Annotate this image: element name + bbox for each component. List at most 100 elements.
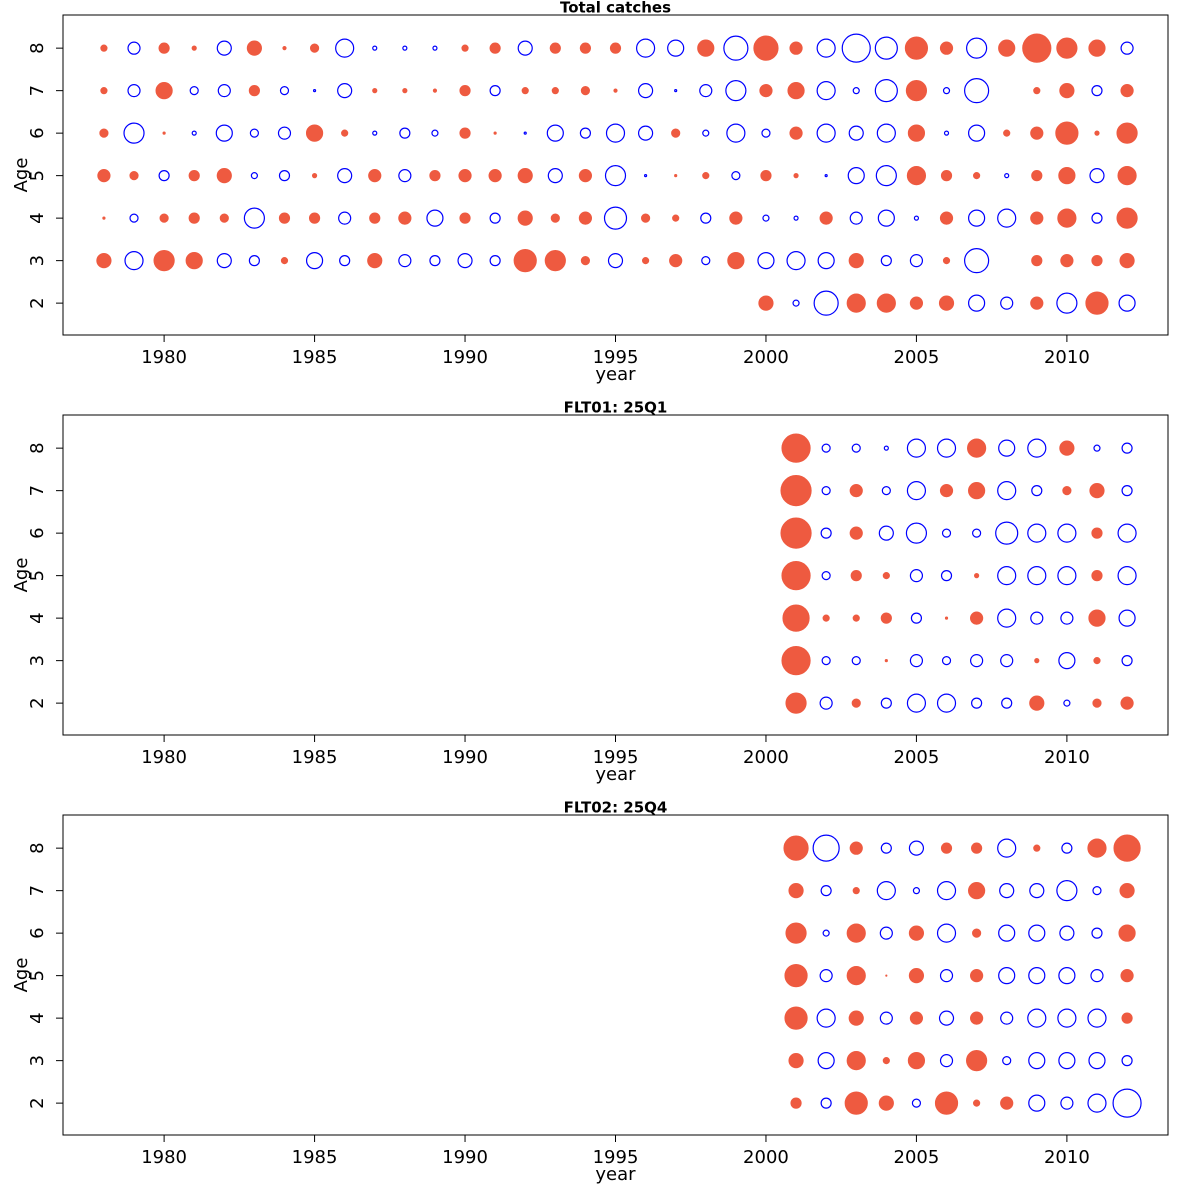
bubble (674, 174, 678, 178)
x-tick-label: 2005 (894, 347, 940, 368)
bubble (874, 36, 898, 60)
x-tick-label: 2010 (1044, 347, 1090, 368)
bubble (788, 1053, 804, 1069)
bubble (1057, 523, 1077, 543)
bubble (966, 1050, 988, 1072)
bubble (1088, 609, 1106, 627)
y-tick-label: 3 (27, 1055, 48, 1066)
bubble (643, 174, 648, 178)
bubble (1091, 527, 1103, 539)
bubble (906, 481, 927, 501)
y-tick-label: 6 (27, 127, 48, 138)
bubble (908, 968, 925, 984)
y-tick-label: 2 (27, 697, 48, 708)
x-axis-label: year (595, 1164, 636, 1185)
bubble (846, 923, 866, 943)
bubble (489, 85, 501, 97)
bubble (372, 88, 378, 94)
x-tick-label: 1980 (141, 1147, 187, 1168)
bubble (905, 80, 928, 102)
bubble (155, 82, 173, 100)
bubble (1001, 697, 1013, 709)
bubble (546, 124, 564, 142)
bubble (995, 521, 1019, 545)
bubble (372, 130, 378, 136)
bubble (1088, 39, 1106, 57)
panel-title: FLT01: 25Q1 (564, 399, 668, 417)
bubble (880, 255, 892, 267)
bubble (941, 528, 952, 538)
bubble (850, 570, 862, 582)
bubble (1090, 969, 1104, 983)
bubble (792, 299, 800, 307)
plot-frame (62, 814, 1169, 1136)
bubble (189, 86, 199, 96)
bubble (1027, 438, 1047, 458)
y-tick-label: 7 (27, 485, 48, 496)
bubble (876, 123, 896, 143)
bubble (880, 842, 892, 854)
bubble (429, 170, 441, 182)
bubble (820, 527, 832, 539)
x-tick-label: 2005 (894, 747, 940, 768)
bubble (849, 526, 863, 540)
bubble (579, 42, 592, 54)
bubble (1000, 1096, 1014, 1110)
x-tick-label: 1985 (292, 747, 338, 768)
bubble (812, 834, 840, 862)
bubble (99, 128, 109, 138)
bubble (702, 129, 710, 137)
bubble (1030, 211, 1044, 225)
bubble (1121, 1055, 1133, 1067)
bubble (248, 85, 260, 97)
bubble (158, 170, 170, 182)
bubble (191, 130, 197, 136)
bubble (785, 692, 807, 714)
bubble (1027, 1008, 1047, 1028)
bubble (909, 1011, 924, 1025)
bubble (816, 1008, 836, 1028)
bubble (372, 45, 378, 51)
bubble (1061, 842, 1073, 854)
bubble (1059, 83, 1075, 99)
bubble (100, 44, 108, 52)
bubble (701, 256, 711, 266)
bubble (431, 129, 439, 137)
bubble (786, 251, 806, 271)
bubble (997, 481, 1017, 501)
bubble (609, 42, 622, 54)
bubble (579, 127, 592, 139)
bubble (725, 80, 747, 102)
x-tick-label: 1985 (292, 1147, 338, 1168)
bubble (279, 86, 290, 96)
bubble (727, 252, 745, 270)
bubble (613, 88, 618, 93)
bubble (1031, 170, 1043, 182)
bubble (939, 211, 954, 225)
bubble (1029, 695, 1045, 711)
bubble (821, 571, 831, 581)
bubble (1033, 87, 1041, 95)
bubble (337, 83, 353, 99)
bubble (1028, 1052, 1046, 1070)
bubble (793, 215, 799, 221)
bubble (521, 87, 529, 95)
bubble (997, 838, 1017, 858)
bubble (813, 290, 839, 316)
bubble (942, 87, 951, 95)
bubble (250, 172, 258, 180)
bubble (523, 131, 527, 135)
bubble (912, 887, 921, 895)
bubble (909, 569, 924, 583)
bubble (974, 573, 980, 579)
bubble (311, 173, 318, 179)
bubble (942, 257, 951, 265)
bubble (848, 125, 864, 141)
y-tick-label: 6 (27, 527, 48, 538)
bubble (1059, 440, 1075, 456)
bubble (1057, 566, 1077, 586)
bubble (783, 835, 809, 861)
bubble (1118, 924, 1136, 942)
bubble (1120, 41, 1134, 55)
bubble (249, 128, 259, 138)
